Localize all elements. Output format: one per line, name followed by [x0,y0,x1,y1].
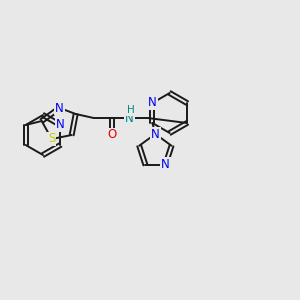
Text: N: N [125,112,134,124]
Text: H: H [127,105,135,115]
Text: N: N [148,97,157,110]
Text: S: S [48,133,56,146]
Text: N: N [55,101,64,115]
Text: O: O [107,128,116,142]
Text: N: N [56,118,65,131]
Text: N: N [161,158,170,171]
Text: N: N [151,128,160,140]
